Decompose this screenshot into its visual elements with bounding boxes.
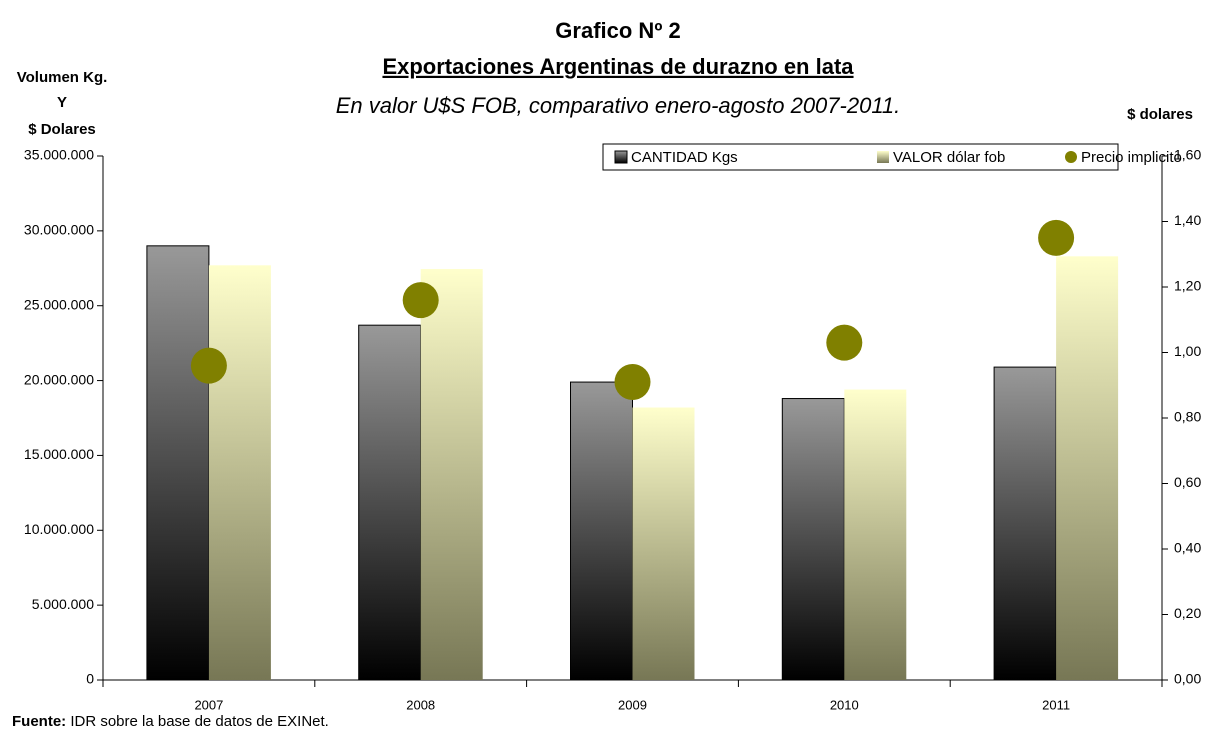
- y2-tick-label: 1,00: [1174, 343, 1201, 359]
- point: [826, 324, 863, 361]
- source-label: Fuente:: [12, 713, 66, 730]
- y-axis-label: $ Dolares: [28, 121, 96, 138]
- y-tick-label: 15.000.000: [24, 446, 94, 462]
- bar: [208, 265, 271, 680]
- y-axis-label: Y: [57, 94, 67, 111]
- legend-label: Precio implicito: [1081, 149, 1182, 166]
- point: [402, 282, 439, 319]
- y2-tick-label: 0,40: [1174, 540, 1201, 556]
- y2-tick-label: 0,60: [1174, 474, 1201, 490]
- bar: [632, 407, 695, 680]
- y-axis-label: Volumen Kg.: [17, 69, 108, 86]
- bar: [570, 381, 633, 681]
- y2-tick-label: 0,00: [1174, 671, 1201, 687]
- y2-tick-label: 1,40: [1174, 212, 1201, 228]
- bar: [844, 389, 907, 680]
- y2-tick-label: 0,20: [1174, 605, 1201, 621]
- chart-title: Grafico Nº 2: [555, 18, 680, 43]
- point: [614, 363, 651, 400]
- source: Fuente: IDR sobre la base de datos de EX…: [12, 713, 329, 730]
- y-tick-label: 0: [86, 671, 94, 687]
- legend-swatch: [614, 150, 628, 164]
- point: [1038, 219, 1075, 256]
- chart-subtitle: En valor U$S FOB, comparativo enero-agos…: [336, 93, 901, 118]
- x-tick-label: 2011: [1042, 697, 1070, 712]
- y-tick-label: 25.000.000: [24, 296, 94, 312]
- y2-tick-label: 0,80: [1174, 409, 1201, 425]
- bar: [358, 324, 422, 681]
- chart-subtitle: Exportaciones Argentinas de durazno en l…: [382, 54, 854, 79]
- legend-label: VALOR dólar fob: [893, 149, 1005, 166]
- x-tick-label: 2010: [830, 697, 859, 712]
- legend-swatch: [1065, 151, 1077, 163]
- y-tick-label: 35.000.000: [24, 147, 94, 163]
- y2-tick-label: 1,20: [1174, 278, 1201, 294]
- bar: [781, 398, 845, 681]
- legend-swatch: [877, 151, 889, 163]
- bar: [420, 269, 483, 680]
- x-tick-label: 2009: [618, 697, 647, 712]
- legend-box: [602, 143, 1119, 171]
- source-text: IDR sobre la base de datos de EXINet.: [70, 713, 328, 730]
- y-tick-label: 5.000.000: [32, 596, 94, 612]
- point: [190, 347, 227, 384]
- y2-tick-label: 1,60: [1174, 147, 1201, 163]
- legend-label: CANTIDAD Kgs: [631, 149, 738, 166]
- bar: [993, 366, 1057, 681]
- y-tick-label: 10.000.000: [24, 521, 94, 537]
- bar: [1056, 256, 1119, 680]
- y-tick-label: 30.000.000: [24, 222, 94, 238]
- y2-axis-label: $ dolares: [1127, 106, 1193, 123]
- x-tick-label: 2008: [406, 697, 435, 712]
- x-tick-label: 2007: [194, 697, 223, 712]
- y-tick-label: 20.000.000: [24, 371, 94, 387]
- bar: [146, 245, 210, 681]
